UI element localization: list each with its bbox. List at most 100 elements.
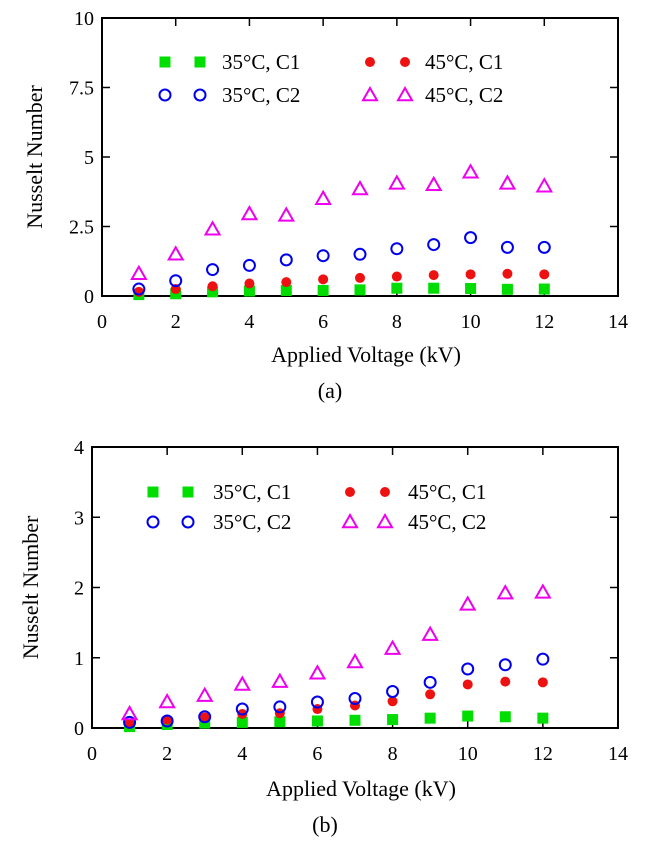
y-tick-label: 2.5 [69, 217, 94, 239]
data-point [496, 584, 515, 600]
x-tick-label: 2 [171, 311, 181, 333]
data-point [236, 716, 248, 728]
data-point [203, 220, 222, 236]
data-point [498, 174, 517, 190]
legend-marker [345, 487, 355, 497]
series-1 [124, 676, 548, 729]
data-point [123, 715, 137, 729]
x-tick-label: 10 [461, 311, 481, 333]
data-point [354, 284, 366, 296]
legend: 35°C, C1 45°C, C1 35°C, C2 45°C, C2 [158, 50, 503, 107]
data-point [317, 284, 329, 296]
data-point [461, 163, 480, 179]
legend-marker [159, 56, 171, 68]
data-point [428, 282, 440, 294]
x-axis-title: Applied Voltage (kV) [271, 342, 461, 367]
legend-label: 35°C, C2 [213, 510, 291, 534]
x-tick-label: 6 [318, 311, 328, 333]
data-point [314, 189, 332, 205]
data-point [423, 675, 437, 689]
y-tick-label: 7.5 [69, 78, 94, 100]
legend-label: 45°C, C2 [425, 83, 503, 107]
data-point [538, 283, 550, 295]
x-tick-label: 8 [392, 311, 402, 333]
legend-marker [193, 88, 207, 102]
data-point [539, 269, 550, 280]
series-2 [132, 231, 551, 296]
data-point [195, 686, 214, 702]
series-3 [120, 583, 552, 721]
data-point [464, 231, 478, 245]
data-point [318, 274, 329, 285]
data-point [158, 692, 176, 709]
data-point [281, 277, 292, 288]
data-point [160, 714, 174, 728]
data-point [536, 652, 550, 666]
data-point [310, 695, 324, 709]
panel-label: (b) [312, 812, 338, 837]
data-point [465, 269, 476, 280]
data-point [461, 662, 475, 676]
data-point [537, 240, 551, 254]
data-point [316, 249, 330, 263]
y-axis-title: Nusselt Number [18, 515, 43, 659]
legend-marker [396, 85, 414, 102]
data-point [243, 285, 255, 297]
y-tick-label: 3 [74, 507, 84, 529]
legend-label: 45°C, C1 [425, 50, 503, 74]
series-0 [133, 282, 550, 301]
data-point [383, 639, 402, 655]
data-point [387, 714, 399, 726]
data-point [424, 712, 436, 724]
data-point [502, 268, 513, 279]
data-point [277, 206, 296, 222]
legend-marker [341, 512, 359, 529]
legend-marker [146, 515, 160, 529]
data-point [386, 684, 400, 698]
y-tick-label: 4 [74, 437, 84, 459]
legend-label: 45°C, C2 [408, 510, 486, 534]
legend-marker [158, 88, 172, 102]
data-point [387, 696, 398, 707]
data-point [279, 253, 293, 267]
legend-marker [361, 85, 379, 102]
legend: 35°C, C1 45°C, C1 35°C, C2 45°C, C2 [146, 480, 486, 534]
legend-label: 35°C, C1 [222, 50, 300, 74]
data-point [132, 282, 146, 296]
legend-marker [365, 57, 375, 67]
data-point [462, 679, 473, 690]
x-axis-title: Applied Voltage (kV) [266, 776, 456, 801]
data-point [534, 583, 552, 599]
data-point [428, 270, 439, 281]
data-point [462, 710, 474, 722]
data-point [120, 704, 139, 721]
x-tick-label: 0 [87, 743, 97, 765]
data-point [500, 676, 511, 687]
x-tick-label: 14 [608, 743, 628, 765]
data-point [346, 652, 364, 669]
data-point [244, 278, 255, 289]
data-point [391, 271, 402, 282]
series-1 [133, 268, 550, 297]
x-tick-label: 14 [608, 311, 628, 333]
legend-marker [380, 487, 390, 497]
data-point [207, 286, 219, 298]
data-point [458, 595, 477, 611]
data-point [353, 247, 367, 261]
data-point [274, 716, 286, 728]
y-tick-label: 0 [74, 718, 84, 740]
x-tick-label: 6 [312, 743, 322, 765]
plot-frame [91, 446, 619, 729]
legend-marker [181, 515, 195, 529]
x-tick-label: 12 [533, 743, 553, 765]
legend-marker [194, 56, 206, 68]
data-point [235, 702, 249, 716]
data-point [498, 658, 512, 672]
panel-label: (a) [318, 378, 342, 403]
data-point [388, 174, 406, 190]
data-point [501, 283, 513, 295]
x-tick-label: 10 [458, 743, 478, 765]
legend-label: 45°C, C1 [408, 480, 486, 504]
